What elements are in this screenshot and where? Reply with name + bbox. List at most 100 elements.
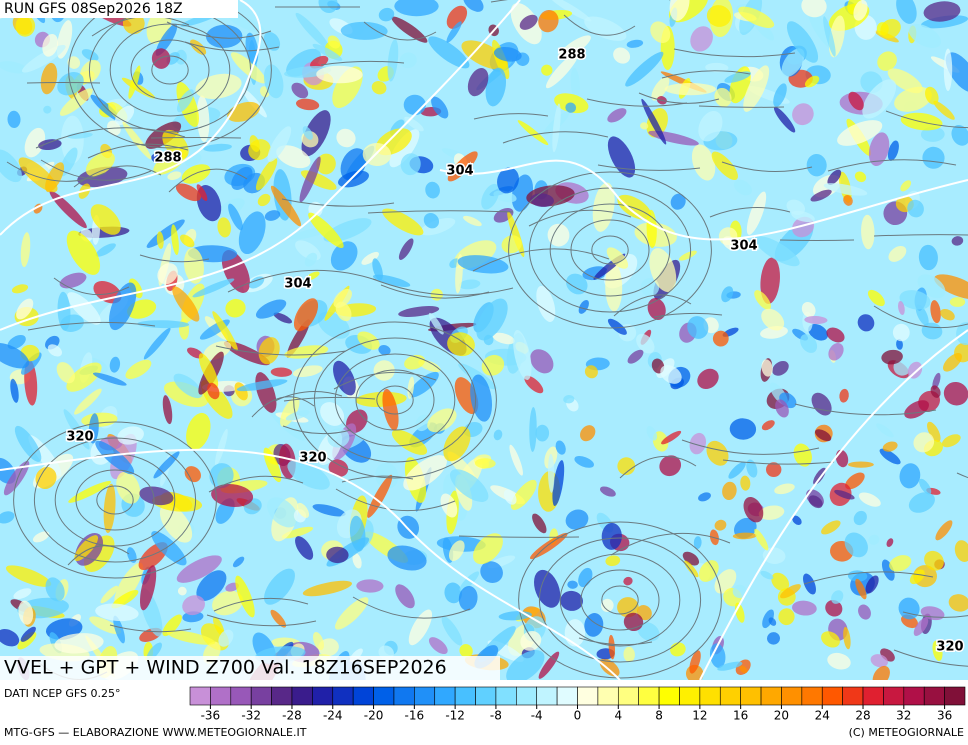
field-blob: [151, 153, 163, 164]
field-blob: [493, 429, 503, 441]
field-blob: [382, 208, 424, 236]
streamline: [873, 234, 968, 237]
field-blob: [235, 575, 255, 618]
field-blob: [636, 333, 655, 354]
field-blob: [943, 381, 968, 406]
streamline: [827, 159, 957, 172]
field-blob: [762, 609, 775, 629]
field-blob: [459, 644, 473, 658]
field-blob: [600, 598, 614, 612]
streamline: [586, 98, 688, 107]
field-blob: [427, 408, 457, 433]
streamline: [227, 269, 377, 293]
field-blob: [661, 430, 682, 445]
field-blob: [184, 247, 204, 284]
field-blob: [724, 71, 752, 83]
field-blob: [391, 16, 428, 43]
field-blob: [552, 103, 561, 153]
field-blob: [803, 573, 816, 595]
field-blob: [440, 493, 458, 518]
colorbar-swatch: [291, 686, 313, 706]
streamline-vortex: [313, 337, 477, 463]
field-blob: [533, 569, 561, 608]
field-blob: [328, 459, 349, 477]
field-blob: [862, 79, 897, 119]
field-blob: [367, 474, 393, 518]
streamline: [673, 48, 796, 58]
field-blob: [420, 218, 456, 236]
field-blob: [176, 89, 194, 113]
gpt-contour: [0, 0, 521, 331]
field-blob: [238, 211, 266, 255]
streamline-vortex: [591, 235, 629, 265]
field-blob: [804, 75, 820, 88]
field-blob: [81, 49, 99, 61]
footer-left: MTG-GFS — ELABORAZIONE WWW.METEOGIORNALE…: [4, 726, 307, 739]
field-blob: [853, 510, 867, 526]
field-blob: [263, 32, 281, 51]
colorbar-tick-label: 36: [937, 709, 952, 723]
field-blob: [729, 418, 757, 440]
streamline-vortex: [549, 203, 671, 297]
streamline-vortex: [33, 437, 197, 563]
field-blob: [7, 110, 21, 128]
field-blob: [5, 565, 52, 587]
field-blob: [761, 308, 785, 331]
field-blob: [887, 140, 899, 161]
streamline: [208, 475, 304, 493]
streamline: [67, 545, 130, 566]
field-blob: [945, 52, 968, 93]
streamline: [472, 248, 610, 272]
field-blob: [371, 81, 387, 95]
field-blob: [7, 335, 26, 350]
field-blob: [217, 217, 231, 238]
colorbar-swatch: [740, 686, 762, 706]
field-blob: [0, 61, 28, 74]
field-blob: [601, 522, 622, 550]
field-blob: [930, 385, 941, 398]
field-blob: [827, 652, 851, 670]
field-blob: [545, 52, 579, 89]
streamline-vortex: [68, 0, 272, 149]
field-blob: [59, 147, 78, 177]
footer-right: (C) METEOGIORNALE: [849, 726, 964, 739]
field-blob: [184, 466, 201, 483]
field-blob: [650, 21, 671, 44]
streamline: [53, 277, 130, 296]
streamline-vortex: [130, 39, 210, 101]
field-blob: [617, 597, 639, 618]
contour-label: 288: [558, 48, 585, 63]
field-blob: [659, 455, 682, 477]
field-blob: [510, 479, 537, 510]
streamline: [150, 137, 242, 139]
field-blob: [458, 585, 478, 611]
field-blob: [198, 353, 219, 389]
colorbar-tick-label: -8: [490, 709, 502, 723]
colorbar-tick-label: -32: [241, 709, 261, 723]
colorbar-swatch: [903, 686, 925, 706]
streamline-vortex: [580, 569, 660, 631]
field-blob: [255, 299, 287, 319]
field-blob: [754, 236, 800, 267]
field-blob: [467, 68, 489, 97]
field-blob: [827, 169, 842, 185]
field-blob: [248, 139, 271, 161]
colorbar-swatch: [271, 686, 293, 706]
streamline-vortex: [570, 219, 650, 281]
field-blob: [203, 341, 232, 360]
field-blob: [90, 204, 121, 235]
field-blob: [691, 144, 716, 181]
field-blob: [190, 39, 207, 55]
field-blob: [122, 121, 152, 160]
field-blob: [660, 365, 682, 384]
field-blob: [95, 440, 135, 475]
field-blob: [843, 194, 853, 206]
field-blob: [541, 64, 553, 76]
field-blob: [415, 414, 431, 432]
field-blob: [605, 262, 623, 312]
field-blob: [584, 365, 598, 379]
field-blob: [157, 263, 178, 285]
field-blob: [855, 578, 867, 600]
field-blob: [821, 520, 841, 535]
colorbar-swatch: [210, 686, 232, 706]
